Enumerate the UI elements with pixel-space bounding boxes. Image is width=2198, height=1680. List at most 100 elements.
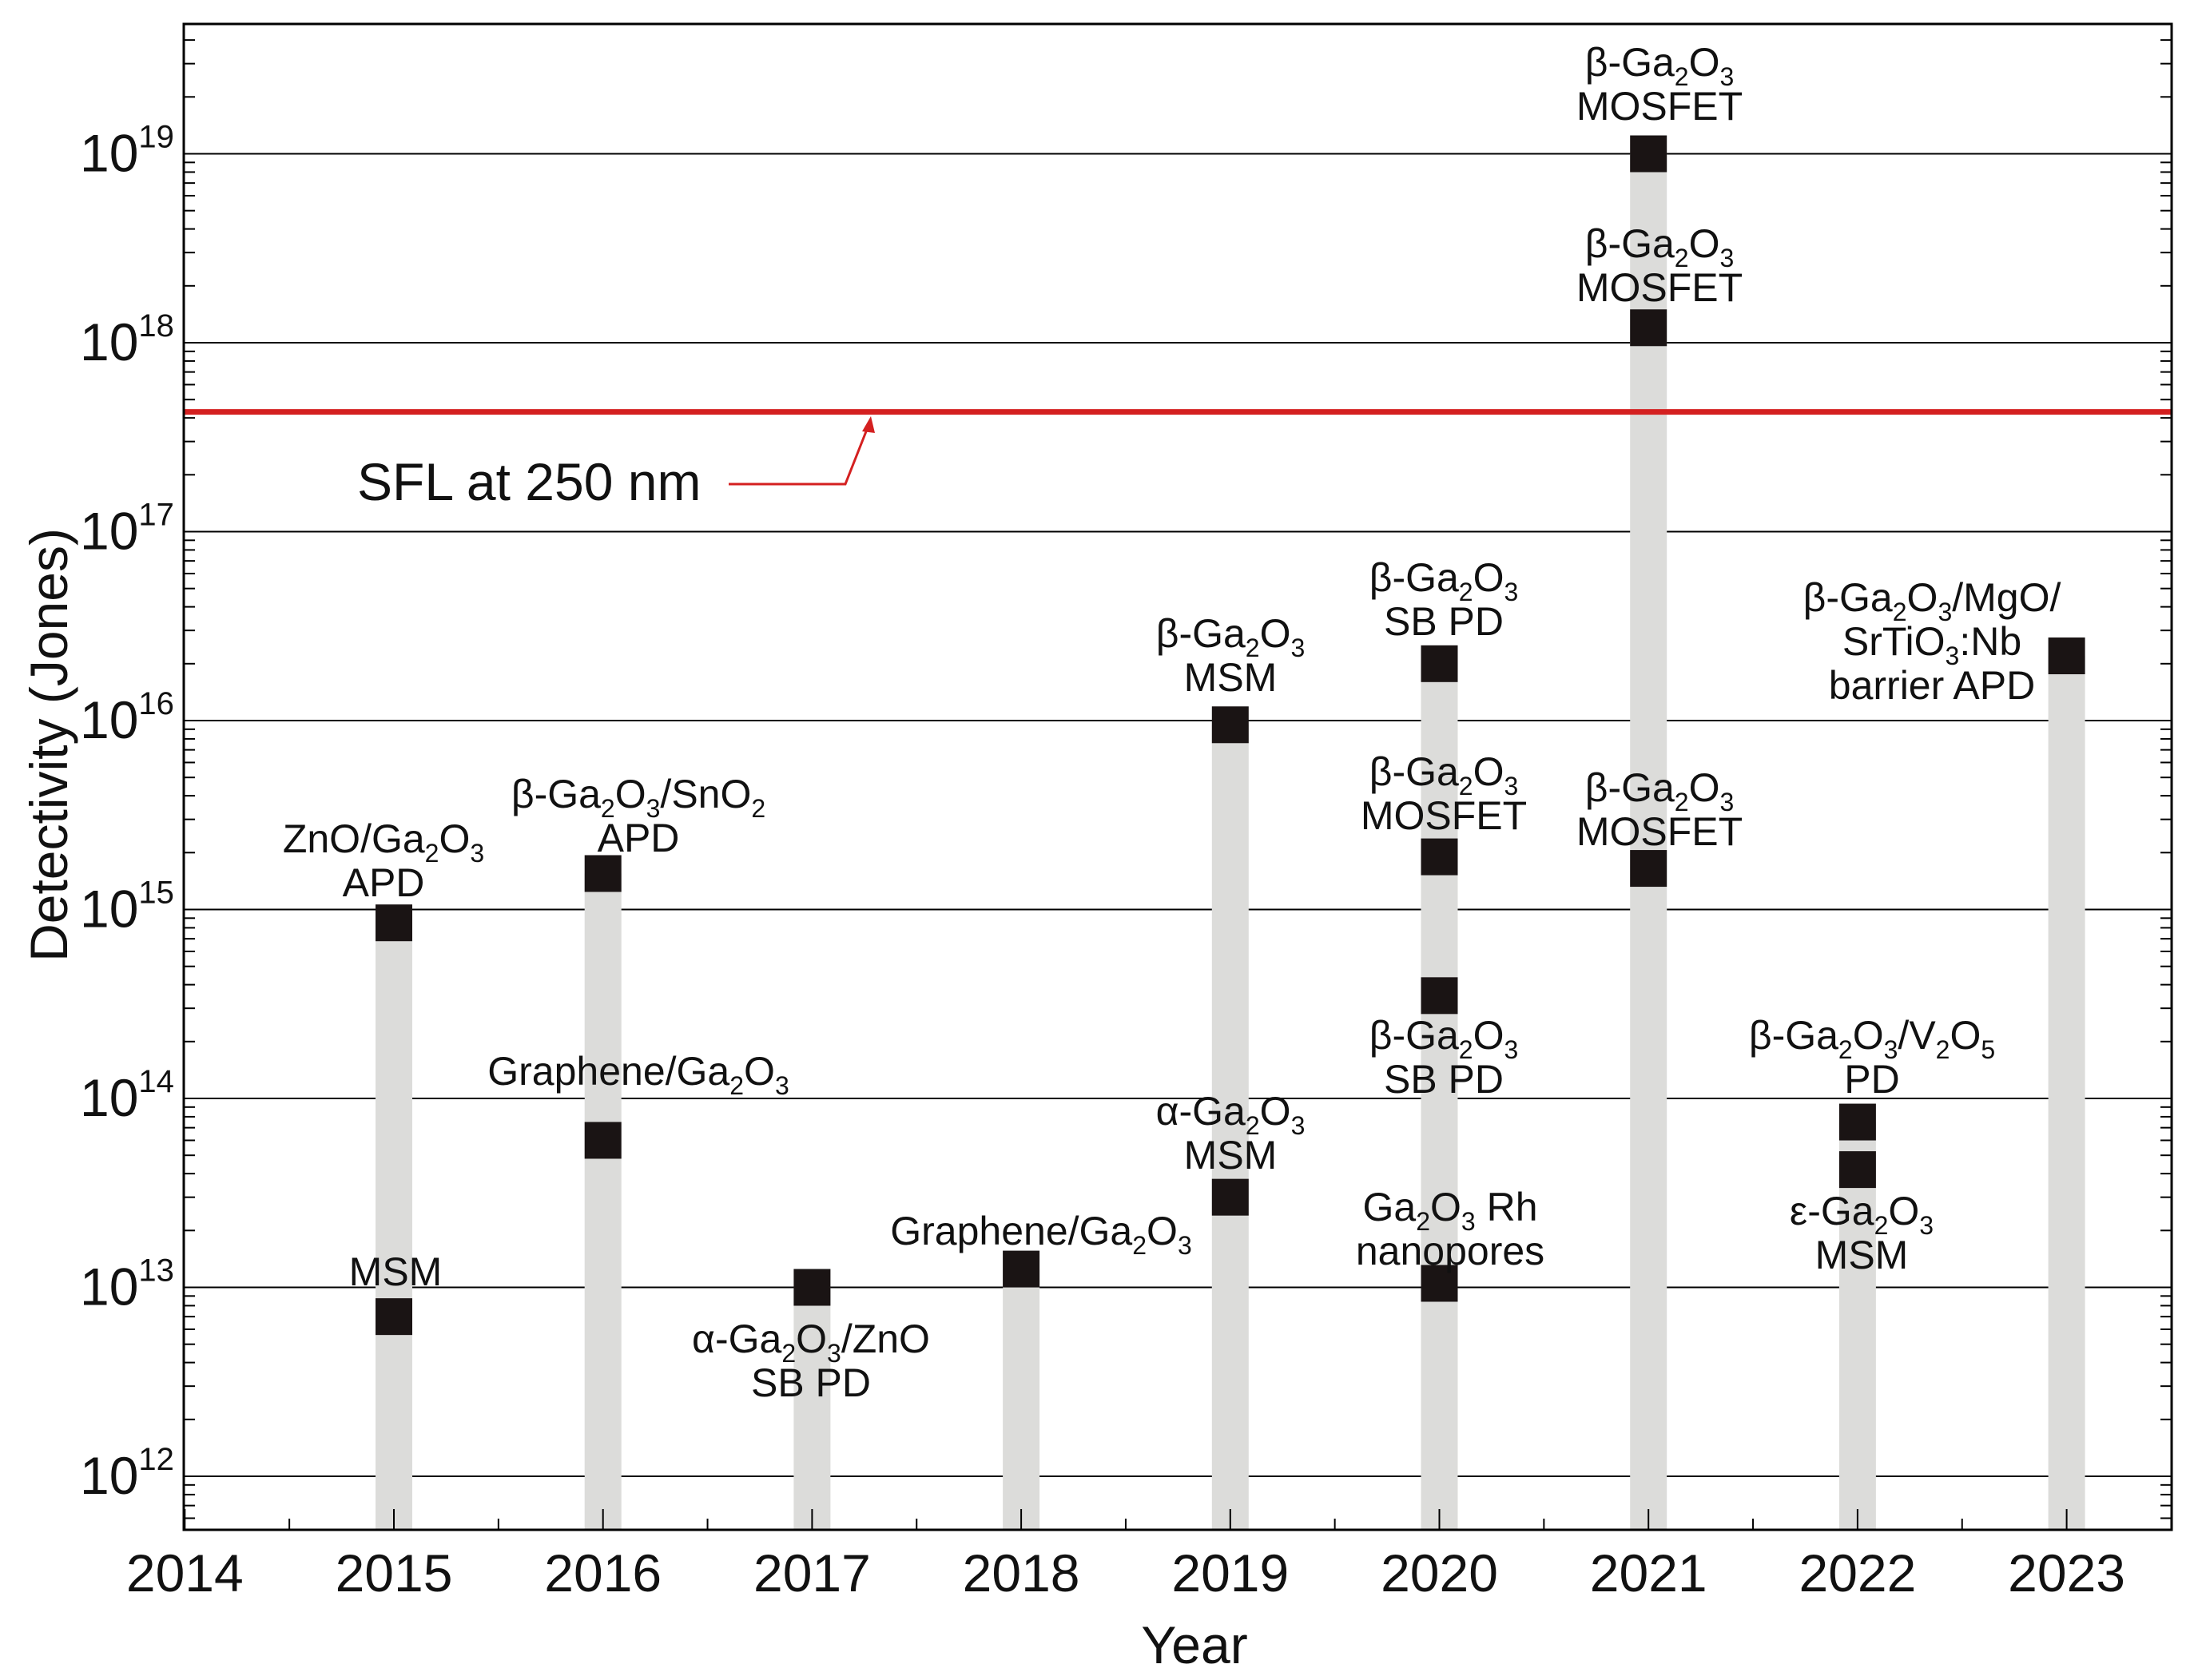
text-run: SB PD (751, 1360, 871, 1405)
data-point-2015-1 (376, 1298, 412, 1336)
year-bars (376, 153, 2085, 1530)
y-tick-exponent: 17 (138, 498, 174, 533)
annotation-line: Graphene/Ga2O3 (487, 1049, 789, 1100)
bar-2017 (793, 1287, 831, 1530)
data-point-2020-8 (1421, 645, 1458, 682)
sfl-arrow-head (862, 416, 875, 433)
y-tick-base: 10 (80, 502, 138, 561)
subscript: 2 (729, 1071, 744, 1100)
text-run: O (1950, 1013, 1981, 1058)
y-tick-label-1e18: 1018 (80, 308, 174, 371)
annotation-line: nanopores (1356, 1229, 1544, 1273)
text-run: O (1430, 1185, 1461, 1229)
annotation-line: β-Ga2O3 (1585, 40, 1735, 91)
data-point-2020-10 (1421, 977, 1458, 1015)
x-tick-label-2021: 2021 (1590, 1543, 1707, 1603)
text-run: Rh (1476, 1185, 1538, 1229)
subscript: 2 (1675, 62, 1689, 91)
text-run: β-Ga (1156, 611, 1246, 656)
annotation-line: APD (598, 816, 680, 860)
subscript: 2 (1838, 1035, 1853, 1064)
y-tick-exponent: 13 (138, 1253, 174, 1289)
annotation-line: MOSFET (1361, 793, 1527, 838)
text-run: β-Ga (1585, 40, 1675, 85)
text-run: Graphene/Ga (890, 1209, 1132, 1253)
y-tick-base: 10 (80, 1068, 138, 1127)
text-run: O (1473, 555, 1504, 600)
subscript: 3 (1504, 1035, 1519, 1064)
subscript: 2 (1459, 1035, 1473, 1064)
data-point-2018-5 (1003, 1250, 1040, 1288)
subscript: 3 (1720, 788, 1735, 816)
annotation-line: β-Ga2O3/SnO2 (511, 772, 765, 823)
text-run: O (439, 816, 470, 861)
annotation-line: MOSFET (1576, 265, 1743, 310)
bar-2015 (376, 923, 412, 1530)
text-run: PD (1844, 1057, 1899, 1102)
bar-2022 (1838, 1122, 1876, 1530)
x-tick-label-2018: 2018 (963, 1543, 1080, 1603)
subscript: 3 (1504, 578, 1519, 606)
subscript: 3 (1720, 62, 1735, 91)
annotation-line: APD (343, 860, 425, 905)
text-run: β-Ga (1369, 1013, 1459, 1058)
text-run: /ZnO (841, 1317, 930, 1361)
annotation-line: MSM (1815, 1233, 1909, 1277)
subscript: 3 (1720, 244, 1735, 272)
text-run: ZnO/Ga (283, 816, 425, 861)
subscript: 2 (1416, 1207, 1430, 1236)
text-run: O (796, 1317, 827, 1361)
annotation-line: SB PD (751, 1360, 871, 1405)
subscript: 2 (1936, 1035, 1950, 1064)
text-run: MOSFET (1361, 793, 1527, 838)
text-run: O (1260, 1089, 1291, 1134)
y-tick-exponent: 19 (138, 120, 174, 155)
text-run: O (1147, 1209, 1178, 1253)
y-tick-base: 10 (80, 880, 138, 939)
data-point-2019-6 (1211, 706, 1249, 744)
y-tick-exponent: 18 (138, 308, 174, 344)
sfl-label: SFL at 250 nm (357, 452, 701, 511)
annotation-line: Ga2O3 Rh (1362, 1185, 1537, 1236)
bar-2018 (1003, 1269, 1040, 1530)
annotation-line: MSM (1184, 655, 1278, 700)
data-point-2015-0 (376, 904, 412, 942)
y-tick-base: 10 (80, 1257, 138, 1317)
bar-2019 (1211, 725, 1249, 1530)
annotation-line: β-Ga2O3 (1156, 611, 1306, 662)
annotations: ZnO/Ga2O3APDMSMβ-Ga2O3/SnO2APDGraphene/G… (283, 40, 2061, 1405)
annotation-line: β-Ga2O3 (1585, 221, 1735, 272)
text-run: O (1260, 611, 1291, 656)
annotation-line: SB PD (1384, 599, 1504, 644)
data-point-2020-9 (1421, 838, 1458, 876)
text-run: Graphene/Ga (487, 1049, 729, 1094)
subscript: 2 (1132, 1231, 1147, 1260)
bar-2023 (2048, 656, 2085, 1530)
data-point-2021-14 (1630, 850, 1667, 888)
y-tick-exponent: 16 (138, 686, 174, 721)
subscript: 2 (601, 794, 615, 823)
text-run: SB PD (1384, 1057, 1504, 1102)
annotation-line: SrTiO3:Nb (1842, 619, 2021, 670)
text-run: O (1473, 749, 1504, 794)
annotation-line: β-Ga2O3/V2O5 (1749, 1013, 1995, 1064)
annotation-line: ZnO/Ga2O3 (283, 816, 484, 868)
subscript: 2 (781, 1339, 796, 1368)
annotation-line: MOSFET (1576, 809, 1743, 854)
subscript: 2 (425, 839, 439, 868)
text-run: Ga (1362, 1185, 1416, 1229)
subscript: 3 (1884, 1035, 1898, 1064)
subscript: 2 (1893, 598, 1907, 626)
subscript: 2 (1459, 772, 1473, 800)
text-run: /V (1898, 1013, 1936, 1058)
data-point-2016-2 (584, 855, 622, 892)
subscript: 3 (1291, 633, 1306, 662)
data-point-2021-12 (1630, 135, 1667, 173)
x-tick-label-2023: 2023 (2008, 1543, 2125, 1603)
